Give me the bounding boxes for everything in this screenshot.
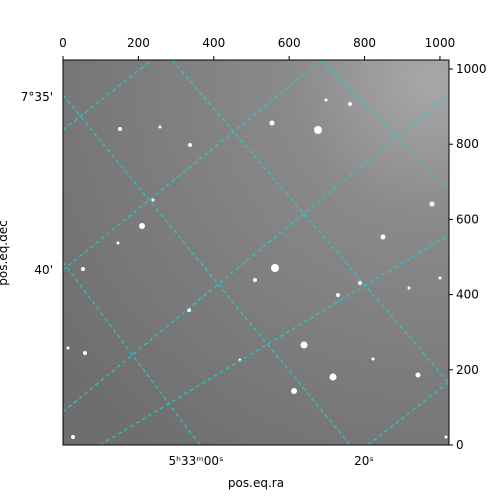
dec-tick-label: 7°35' [21,90,53,104]
x-axis-label: pos.eq.ra [228,476,284,490]
x-tick-label: 0 [59,36,67,50]
x-tick-label: 400 [202,36,225,50]
dec-tick-label: 40' [34,263,53,277]
x-tick-label: 800 [353,36,376,50]
ra-tick-label: 5ʰ33ᵐ00ˢ [169,454,224,468]
y-tick-label: 600 [456,212,479,226]
frame [62,59,450,446]
x-tick-label: 1000 [425,36,456,50]
y-tick-label: 800 [456,137,479,151]
sky-image [63,60,449,445]
stars [66,98,448,439]
x-tick-label: 600 [278,36,301,50]
y-tick-label: 1000 [456,62,487,76]
y-tick-label: 200 [456,363,479,377]
coordinate-grid [63,60,449,445]
y-tick-label: 400 [456,288,479,302]
x-tick-label: 200 [127,36,150,50]
ra-tick-label: 20ˢ [354,454,374,468]
y-axis-label: pos.eq.dec [0,220,10,285]
y-tick-label: 0 [456,438,464,452]
